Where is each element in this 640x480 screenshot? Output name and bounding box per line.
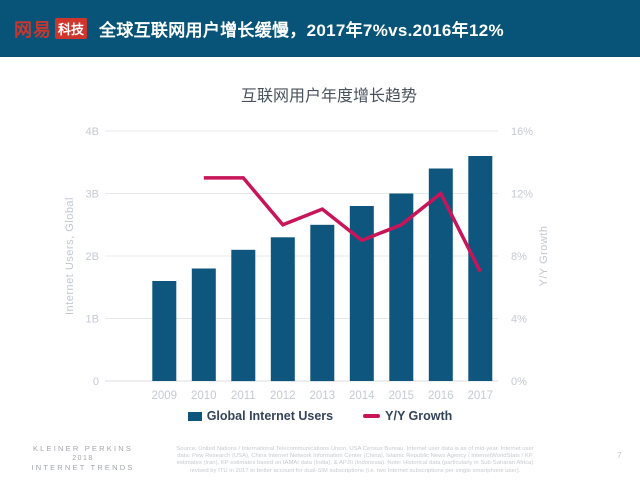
source-note: Source: United Nations / International T…	[160, 446, 550, 475]
right-axis-tick-label: 0%	[511, 376, 527, 388]
x-axis-label-2011: 2011	[231, 390, 256, 402]
netease-logo-text: 网易	[14, 19, 52, 40]
tech-logo-badge: 科技	[55, 18, 88, 39]
bar-2009	[152, 281, 177, 381]
kleiner-perkins-brand: KLEINER PERKINS 2018 INTERNET TRENDS	[0, 444, 166, 473]
growth-line	[203, 176, 482, 273]
x-axis-label-2015: 2015	[389, 390, 415, 402]
left-axis-tick-label: 2B	[86, 251, 99, 263]
x-axis-label-2016: 2016	[428, 390, 454, 402]
bar-2015	[389, 193, 414, 381]
legend-item-users: Global Internet Users	[187, 409, 334, 423]
x-axis-label-2009: 2009	[152, 390, 178, 402]
right-axis-tick-label: 8%	[511, 251, 527, 263]
chart-title: 互联网用户年度增长趋势	[240, 88, 418, 105]
left-axis-tick-label: 0	[93, 376, 99, 388]
bar-2016	[428, 168, 453, 381]
x-axis-label-2010: 2010	[191, 390, 217, 402]
brand-line: KLEINER PERKINS	[32, 444, 134, 453]
brand-line: INTERNET TRENDS	[31, 463, 135, 472]
source-line: estimates (Iran), KP estimates based on …	[176, 460, 534, 467]
legend-label-growth: Y/Y Growth	[385, 409, 453, 423]
left-axis-tick-label: 3B	[86, 189, 99, 201]
x-axis-label-2013: 2013	[310, 390, 336, 402]
bar-2013	[310, 224, 335, 382]
source-line: data: Pew Research (USA), China Internet…	[177, 453, 533, 460]
chart-legend: Global Internet Users Y/Y Growth	[0, 409, 640, 423]
right-axis-tick-label: 12%	[511, 189, 533, 201]
page-title: 全球互联网用户增长缓慢，2017年7%vs.2016年12%	[99, 21, 504, 40]
right-axis-tick-label: 16%	[511, 126, 533, 138]
page-number: 7	[617, 450, 622, 460]
x-axis-label-2012: 2012	[270, 390, 296, 402]
left-axis-title: Internet Users, Global	[64, 197, 76, 315]
bar-2011	[231, 249, 256, 382]
netease-tech-logo: 网易 科技	[14, 16, 88, 42]
legend-item-growth: Y/Y Growth	[363, 409, 452, 423]
bar-2010	[191, 268, 216, 381]
legend-label-users: Global Internet Users	[206, 409, 334, 423]
left-axis-tick-label: 1B	[86, 314, 99, 326]
header-bar: 网易 科技 全球互联网用户增长缓慢，2017年7%vs.2016年12%	[0, 0, 640, 57]
bar-2012	[270, 237, 295, 382]
line-swatch-icon	[363, 414, 381, 418]
right-axis-title: Y/Y Growth	[538, 225, 550, 286]
bar-swatch-icon	[187, 411, 202, 421]
source-line: revised by ITU in 2017 to better account…	[189, 467, 521, 474]
left-axis-tick-label: 4B	[86, 126, 99, 138]
x-axis-label-2014: 2014	[349, 390, 375, 402]
brand-line: 2018	[72, 454, 94, 462]
combo-chart: 0 0% 1B 4% 2B 8% 3B 12% 4B 16% Internet Users, Glo…	[64, 126, 550, 402]
source-line: Source: United Nations / International T…	[176, 446, 534, 452]
x-axis-label-2017: 2017	[468, 390, 494, 402]
right-axis-tick-label: 4%	[511, 314, 527, 326]
